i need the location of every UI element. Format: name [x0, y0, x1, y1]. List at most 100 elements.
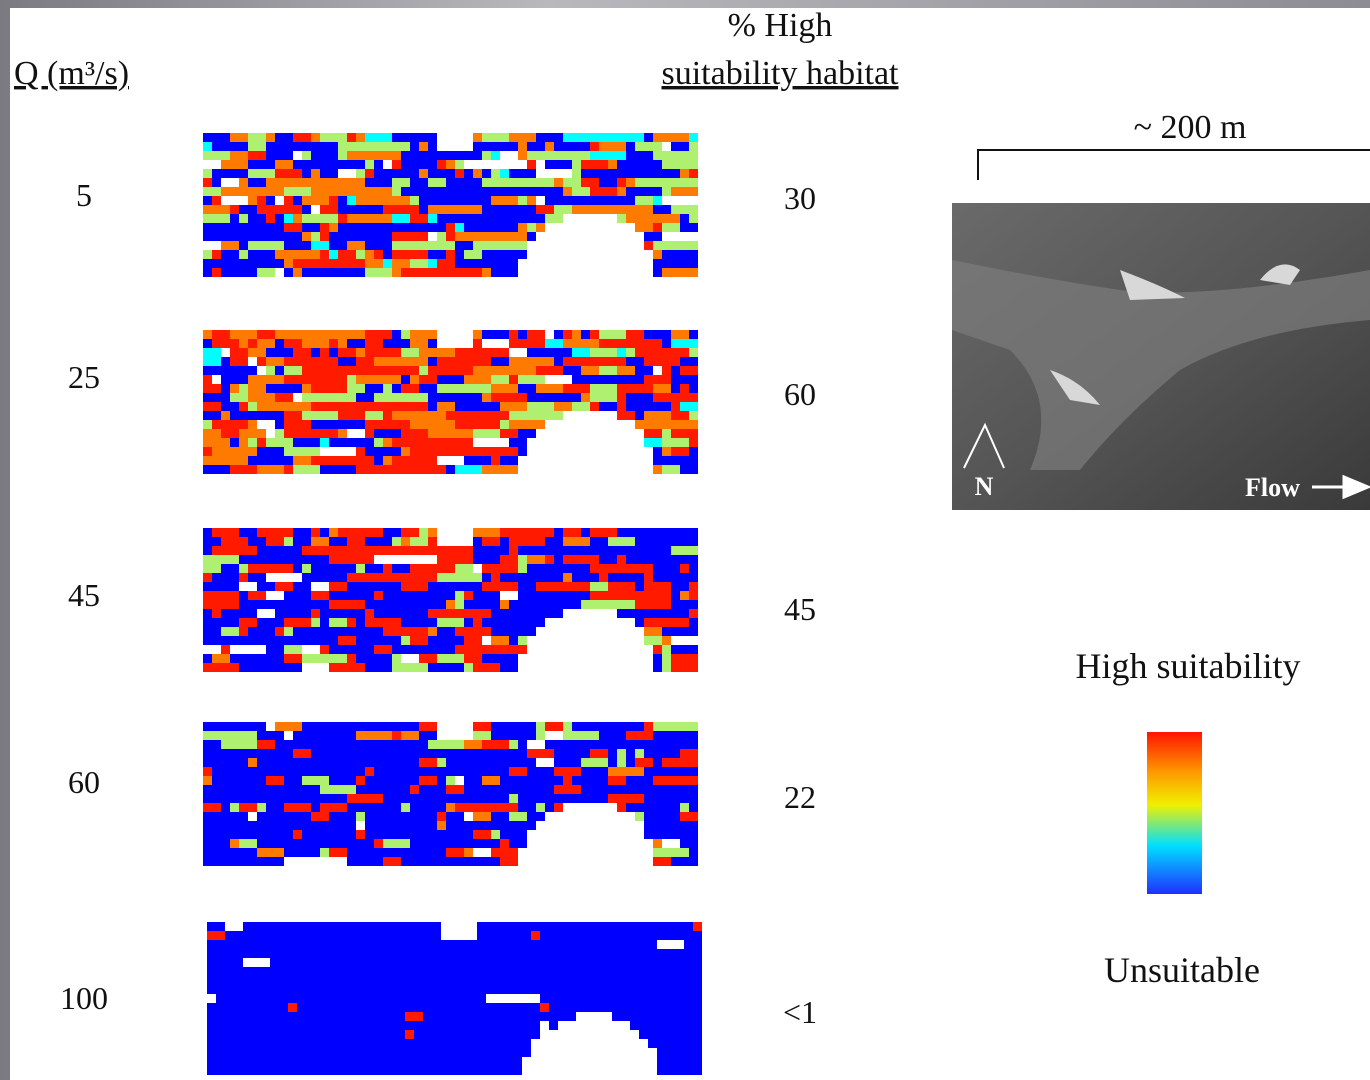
habitat-cell: [428, 528, 437, 537]
habitat-cell: [428, 456, 437, 465]
habitat-cell: [477, 958, 486, 967]
habitat-cell: [513, 1057, 522, 1066]
habitat-cell: [617, 187, 626, 196]
habitat-cell: [320, 636, 329, 645]
habitat-cell: [662, 663, 671, 672]
habitat-cell: [419, 348, 428, 357]
habitat-cell: [455, 857, 464, 866]
habitat-cell: [401, 456, 410, 465]
habitat-cell: [248, 411, 257, 420]
habitat-cell: [392, 627, 401, 636]
habitat-cell: [239, 178, 248, 187]
habitat-cell: [671, 731, 680, 740]
habitat-cell: [239, 366, 248, 375]
habitat-cell: [513, 1012, 522, 1021]
habitat-cell: [437, 839, 446, 848]
habitat-cell: [482, 465, 491, 474]
habitat-cell: [419, 654, 428, 663]
habitat-cell: [221, 645, 230, 654]
habitat-cell: [563, 573, 572, 582]
habitat-cell: [374, 250, 383, 259]
habitat-cell: [374, 645, 383, 654]
habitat-cell: [338, 205, 347, 214]
habitat-cell: [662, 758, 671, 767]
habitat-cell: [464, 214, 473, 223]
habitat-cell: [689, 223, 698, 232]
habitat-cell: [419, 151, 428, 160]
habitat-cell: [540, 949, 549, 958]
habitat-cell: [239, 429, 248, 438]
habitat-cell: [212, 776, 221, 785]
habitat-cell: [437, 196, 446, 205]
habitat-cell: [365, 555, 374, 564]
habitat-cell: [279, 931, 288, 940]
habitat-cell: [230, 636, 239, 645]
habitat-cell: [680, 268, 689, 277]
habitat-cell: [545, 740, 554, 749]
habitat-cell: [329, 250, 338, 259]
habitat-cell: [270, 1030, 279, 1039]
habitat-cell: [509, 857, 518, 866]
habitat-cell: [423, 931, 432, 940]
habitat-cell: [509, 722, 518, 731]
habitat-cell: [468, 958, 477, 967]
habitat-cell: [248, 250, 257, 259]
habitat-cell: [473, 663, 482, 672]
habitat-cell: [347, 794, 356, 803]
habitat-cell: [320, 393, 329, 402]
habitat-cell: [333, 958, 342, 967]
habitat-cell: [500, 839, 509, 848]
habitat-cell: [689, 627, 698, 636]
habitat-cell: [473, 722, 482, 731]
habitat-cell: [230, 573, 239, 582]
habitat-cell: [684, 1048, 693, 1057]
habitat-cell: [284, 830, 293, 839]
habitat-cell: [671, 722, 680, 731]
habitat-cell: [419, 776, 428, 785]
habitat-cell: [491, 794, 500, 803]
habitat-cell: [491, 429, 500, 438]
habitat-cell: [630, 922, 639, 931]
habitat-cell: [567, 940, 576, 949]
habitat-cell: [266, 214, 275, 223]
habitat-cell: [320, 812, 329, 821]
habitat-cell: [437, 740, 446, 749]
habitat-cell: [392, 645, 401, 654]
habitat-cell: [297, 1012, 306, 1021]
habitat-cell: [410, 546, 419, 555]
habitat-cell: [558, 940, 567, 949]
habitat-cell: [275, 447, 284, 456]
habitat-cell: [338, 600, 347, 609]
habitat-cell: [617, 411, 626, 420]
habitat-cell: [365, 537, 374, 546]
habitat-cell: [653, 600, 662, 609]
habitat-cell: [464, 250, 473, 259]
habitat-cell: [536, 609, 545, 618]
habitat-cell: [405, 1012, 414, 1021]
habitat-cell: [662, 857, 671, 866]
habitat-cell: [563, 758, 572, 767]
habitat-cell: [473, 654, 482, 663]
habitat-cell: [693, 994, 702, 1003]
habitat-cell: [387, 922, 396, 931]
habitat-cell: [401, 537, 410, 546]
habitat-cell: [491, 546, 500, 555]
habitat-cell: [302, 848, 311, 857]
habitat-cell: [464, 573, 473, 582]
habitat-cell: [374, 546, 383, 555]
habitat-cell: [513, 1066, 522, 1075]
habitat-cell: [662, 785, 671, 794]
habitat-cell: [428, 178, 437, 187]
habitat-cell: [482, 133, 491, 142]
habitat-cell: [603, 949, 612, 958]
habitat-cell: [639, 1030, 648, 1039]
habitat-cell: [563, 794, 572, 803]
habitat-cell: [536, 600, 545, 609]
habitat-cell: [581, 151, 590, 160]
habitat-cell: [491, 214, 500, 223]
habitat-cell: [657, 1012, 666, 1021]
habitat-cell: [230, 546, 239, 555]
habitat-cell: [203, 339, 212, 348]
habitat-cell: [207, 1048, 216, 1057]
habitat-cell: [252, 1039, 261, 1048]
